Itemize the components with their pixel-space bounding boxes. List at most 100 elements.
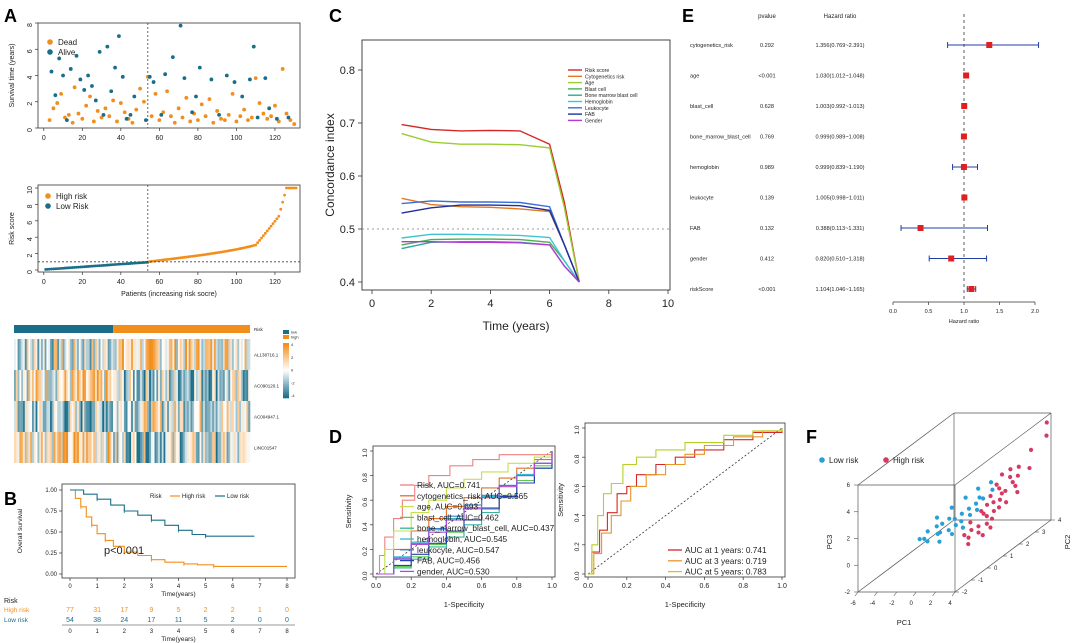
point-dead <box>169 114 173 119</box>
y-tick-label: 0.4 <box>340 277 355 289</box>
heatmap-cell <box>136 339 139 370</box>
heatmap-cell <box>129 339 132 370</box>
heatmap-cell <box>33 432 36 463</box>
pca-point-high <box>1028 447 1034 452</box>
heatmap-cell <box>233 432 236 463</box>
heatmap-cell <box>226 401 229 432</box>
heatmap-cell <box>113 432 116 463</box>
heatmap-cell <box>177 370 181 401</box>
y-tick-label: 0.2 <box>574 542 581 551</box>
annotation-legend-low-swatch <box>283 330 289 334</box>
heatmap-cell <box>19 339 22 370</box>
heatmap-cell <box>95 401 98 432</box>
risk-table-count: 9 <box>149 607 153 614</box>
heatmap-cell <box>80 339 83 370</box>
heatmap-cell <box>66 370 69 401</box>
pca-point-low <box>949 531 955 537</box>
point-alive <box>109 89 114 94</box>
heatmap-cell <box>107 370 110 401</box>
hr-marker <box>961 103 968 109</box>
point-alive <box>240 94 245 99</box>
pca-point-high <box>988 493 993 499</box>
legend-label-6: Leukocyte <box>585 106 609 112</box>
heatmap-cell <box>168 432 172 463</box>
heatmap-cell <box>150 370 154 401</box>
heatmap-cell <box>102 370 105 401</box>
header-pvalue: pvalue <box>758 14 776 20</box>
heatmap-cell <box>212 370 215 401</box>
heatmap-cell <box>51 370 54 401</box>
heatmap-cell <box>19 370 22 401</box>
heatmap-cell <box>244 370 247 401</box>
heatmap-cell <box>35 432 38 463</box>
heatmap-cell <box>136 370 139 401</box>
color-scale-step <box>283 370 289 373</box>
y-tick-label: 0 <box>27 270 34 274</box>
heatmap-cell <box>123 401 126 432</box>
heatmap-cell <box>195 339 199 370</box>
heatmap-cell <box>30 370 33 401</box>
point-alive <box>163 72 168 77</box>
point-dead <box>111 98 116 103</box>
heatmap-cell <box>248 432 251 463</box>
heatmap-cell <box>116 339 119 370</box>
heatmap-cell <box>114 370 117 401</box>
c-index-line-8 <box>401 240 580 283</box>
x-tick-label: 1 <box>95 584 99 590</box>
point-dead <box>76 111 81 116</box>
heatmap-cell <box>69 339 72 370</box>
heatmap-cell <box>35 370 38 401</box>
heatmap-cell <box>53 370 56 401</box>
heatmap-cell <box>104 401 107 432</box>
heatmap-cell <box>39 401 42 432</box>
heatmap-cell <box>230 401 233 432</box>
pca-point-high <box>1015 490 1020 495</box>
heatmap-cell <box>201 432 204 463</box>
heatmap-cell <box>246 339 249 370</box>
heatmap-cell <box>203 339 206 370</box>
y-tick-label: 4 <box>847 510 851 516</box>
point-dead <box>242 107 247 112</box>
risk-table-count: 0 <box>285 607 289 614</box>
risk-table-title: Risk <box>4 598 18 605</box>
heatmap-cell <box>78 432 81 463</box>
point-dead <box>134 107 139 112</box>
z-tick-label: 3 <box>1042 530 1046 536</box>
heatmap-cell <box>244 339 247 370</box>
heatmap-cell <box>102 432 105 463</box>
heatmap-cell <box>210 432 213 463</box>
heatmap-row-label: AL138716.1 <box>254 353 279 358</box>
heatmap-cell <box>244 401 247 432</box>
heatmap-cell <box>32 401 35 432</box>
heatmap-cell <box>215 432 218 463</box>
risk-point <box>281 200 285 204</box>
heatmap-cell <box>188 339 191 370</box>
y-tick-label: 8 <box>27 23 34 27</box>
heatmap-cell <box>199 401 202 432</box>
heatmap-cell <box>41 370 44 401</box>
y-tick-label: 0 <box>27 128 34 132</box>
risk-table-count: 2 <box>231 607 235 614</box>
heatmap-cell <box>176 432 179 463</box>
x-tick-label: 60 <box>155 279 163 286</box>
c-index-line-3 <box>401 238 580 283</box>
x-axis-label: Time (years) <box>483 319 550 333</box>
heatmap-cell <box>170 370 173 401</box>
heatmap-cell <box>186 432 190 463</box>
heatmap-cell <box>111 339 114 370</box>
heatmap-cell <box>116 370 119 401</box>
point-dead <box>72 85 77 90</box>
heatmap-cell <box>161 401 164 432</box>
heatmap-cell <box>190 370 193 401</box>
x-tick-label: 0.4 <box>661 583 671 590</box>
heatmap-cell <box>172 401 175 432</box>
heatmap-cell <box>50 339 53 370</box>
y-tick-label: 0.6 <box>574 484 581 493</box>
hr-marker <box>948 255 955 262</box>
heatmap-cell <box>68 370 71 401</box>
y-tick-label: 8 <box>27 204 34 208</box>
heatmap-cell <box>100 432 103 463</box>
heatmap-cell <box>217 339 220 370</box>
heatmap-cell <box>150 339 154 370</box>
y-axis-label: PC3 <box>825 535 834 550</box>
